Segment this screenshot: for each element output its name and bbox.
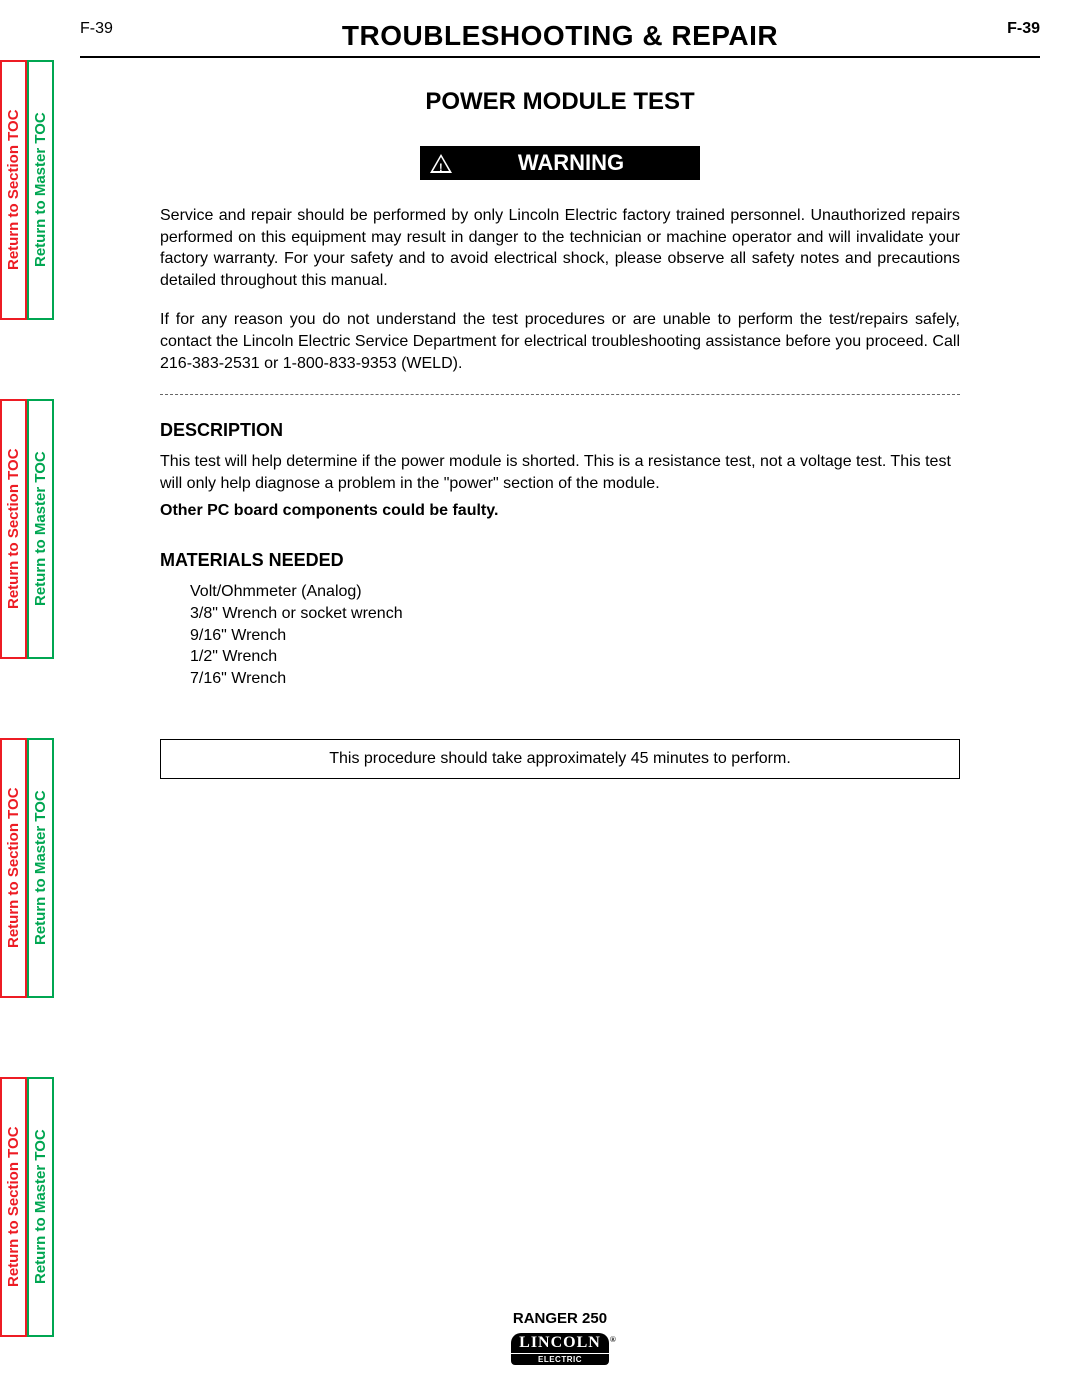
master-toc-tab[interactable]: Return to Master TOC [27, 1077, 54, 1337]
header-divider [80, 56, 1040, 58]
page-header-row: F-39 TROUBLESHOOTING & REPAIR F-39 [80, 20, 1040, 52]
section-toc-tab[interactable]: Return to Section TOC [0, 738, 27, 998]
list-item: Volt/Ohmmeter (Analog) [190, 581, 960, 603]
description-text: This test will help determine if the pow… [160, 451, 960, 494]
master-toc-tab[interactable]: Return to Master TOC [27, 738, 54, 998]
section-toc-tab[interactable]: Return to Section TOC [0, 1077, 27, 1337]
description-bold-note: Other PC board components could be fault… [160, 502, 960, 520]
materials-heading: MATERIALS NEEDED [160, 550, 960, 571]
list-item: 7/16" Wrench [190, 668, 960, 690]
dashed-divider [160, 394, 960, 395]
warning-triangle-icon: ! [430, 154, 452, 173]
section-toc-column: Return to Section TOC Return to Section … [0, 0, 27, 1397]
page-header-title: TROUBLESHOOTING & REPAIR [342, 20, 778, 52]
section-toc-tab[interactable]: Return to Section TOC [0, 60, 27, 320]
description-heading: DESCRIPTION [160, 420, 960, 441]
list-item: 3/8" Wrench or socket wrench [190, 603, 960, 625]
list-item: 9/16" Wrench [190, 625, 960, 647]
master-toc-tab[interactable]: Return to Master TOC [27, 60, 54, 320]
side-navigation-tabs: Return to Section TOC Return to Section … [0, 0, 54, 1397]
warning-paragraph-2: If for any reason you do not understand … [160, 309, 960, 374]
page-content: F-39 TROUBLESHOOTING & REPAIR F-39 POWER… [80, 20, 1040, 1377]
warning-paragraph-1: Service and repair should be performed b… [160, 205, 960, 291]
footer-model-name: RANGER 250 [80, 1310, 1040, 1327]
page-footer: RANGER 250 LINCOLN® ELECTRIC [80, 1310, 1040, 1367]
section-title: POWER MODULE TEST [80, 88, 1040, 116]
page-number-left: F-39 [80, 20, 113, 38]
list-item: 1/2" Wrench [190, 646, 960, 668]
master-toc-tab[interactable]: Return to Master TOC [27, 399, 54, 659]
materials-list: Volt/Ohmmeter (Analog) 3/8" Wrench or so… [190, 581, 960, 689]
page-number-right: F-39 [1007, 20, 1040, 38]
logo-brand-top: LINCOLN® [511, 1333, 609, 1353]
lincoln-electric-logo: LINCOLN® ELECTRIC [511, 1333, 609, 1365]
master-toc-column: Return to Master TOC Return to Master TO… [27, 0, 54, 1397]
warning-label: WARNING [472, 150, 700, 176]
logo-brand-bottom: ELECTRIC [511, 1353, 609, 1365]
warning-banner: ! WARNING [420, 146, 700, 180]
section-toc-tab[interactable]: Return to Section TOC [0, 399, 27, 659]
time-estimate-box: This procedure should take approximately… [160, 739, 960, 779]
